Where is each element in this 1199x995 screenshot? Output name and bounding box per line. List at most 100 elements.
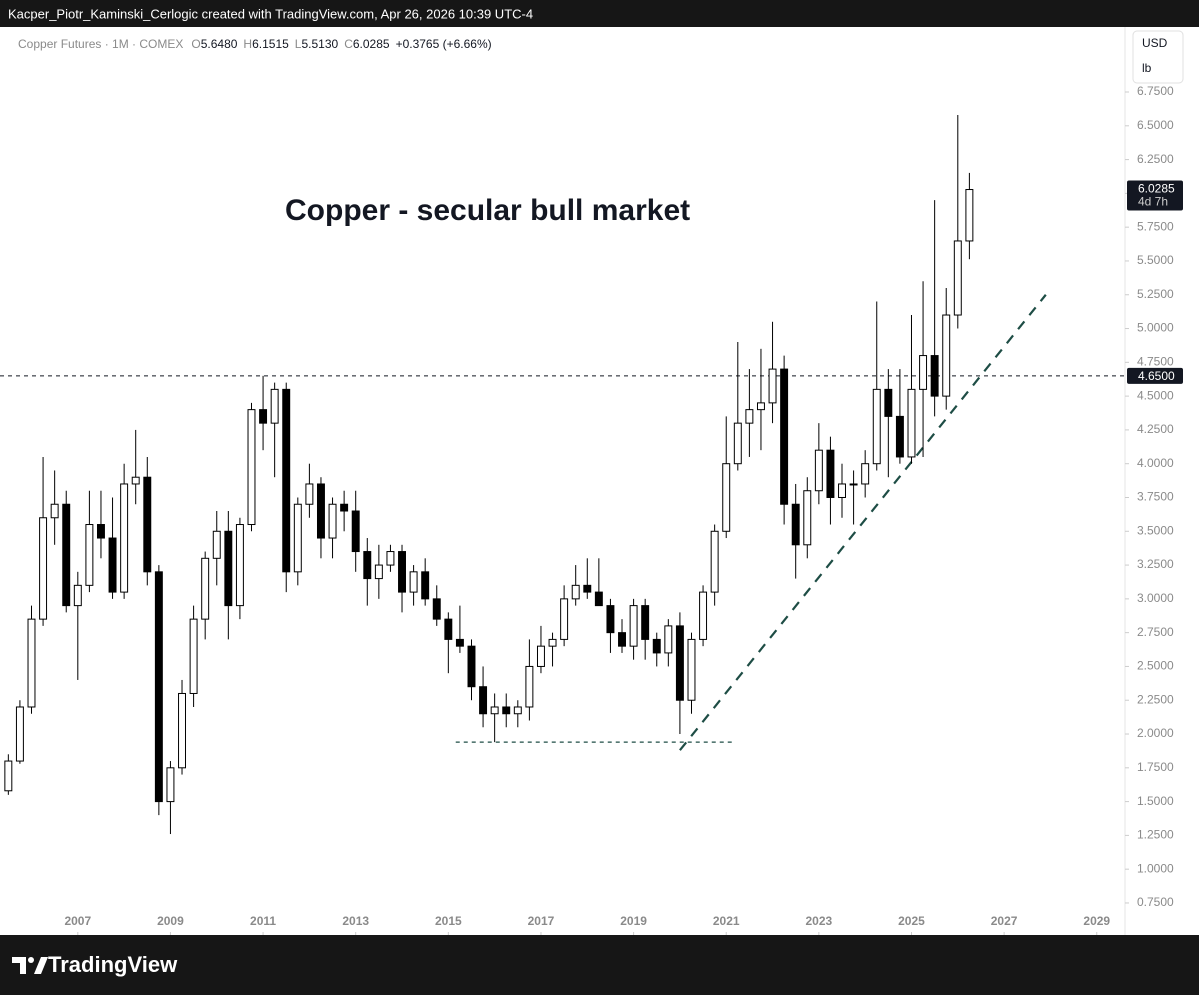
candle-body: [675, 625, 684, 701]
change: +0.3765 (+6.66%): [396, 37, 492, 51]
x-tick-label: 2019: [620, 914, 647, 928]
x-tick-label: 2021: [713, 914, 740, 928]
candle-body: [838, 483, 846, 498]
candle-body: [780, 368, 789, 505]
currency-box[interactable]: [1132, 30, 1184, 84]
candle-body: [85, 524, 94, 586]
y-tick-label: 1.5000: [1137, 794, 1174, 808]
candle-body: [745, 409, 754, 424]
currency[interactable]: USD: [1142, 36, 1168, 50]
y-tick-label: 2.2500: [1137, 692, 1174, 706]
candle-body: [467, 645, 476, 688]
candle-body: [143, 476, 152, 573]
price-line-label: 4.6500: [1138, 369, 1175, 383]
y-tick-label: 6.2500: [1137, 152, 1174, 166]
y-tick-label: 3.0000: [1137, 591, 1174, 605]
candle-body: [895, 415, 904, 458]
y-tick-label: 4.0000: [1137, 456, 1174, 470]
candle-body: [536, 645, 545, 667]
candle-body: [50, 503, 59, 519]
y-tick-label: 5.5000: [1137, 253, 1174, 267]
candle-body: [316, 483, 325, 539]
candle-body: [699, 591, 708, 640]
candle-body: [479, 686, 488, 715]
y-tick-label: 5.7500: [1137, 219, 1174, 233]
y-tick-label: 6.7500: [1137, 84, 1174, 98]
x-tick-label: 2007: [64, 914, 91, 928]
candle-body: [15, 706, 24, 762]
y-tick-label: 4.2500: [1137, 422, 1174, 436]
y-tick-label: 1.2500: [1137, 828, 1174, 842]
last-price-tag: [1127, 180, 1183, 211]
x-tick-label: 2025: [898, 914, 925, 928]
y-tick-label: 3.2500: [1137, 557, 1174, 571]
candle-body: [432, 598, 441, 620]
candle-body: [861, 463, 870, 485]
candle-body: [652, 638, 661, 654]
candle-body: [768, 368, 777, 404]
candle-body: [502, 706, 511, 715]
ohlc-value: 6.1515: [252, 37, 289, 51]
candle-body: [201, 557, 210, 620]
x-tick-label: 2027: [991, 914, 1018, 928]
candle-body: [328, 503, 337, 539]
candle-body: [120, 483, 129, 593]
candle-body: [942, 314, 951, 397]
candle-body: [756, 402, 765, 411]
candle-body: [270, 388, 279, 424]
candle-body: [641, 605, 650, 640]
candle-body: [189, 618, 198, 694]
unit[interactable]: lb: [1142, 61, 1152, 75]
ohlc-label: O: [191, 37, 200, 51]
legend: Copper Futures · 1M · COMEX O5.6480 H6.151…: [18, 37, 492, 51]
candle-body: [930, 355, 939, 397]
y-tick-label: 5.2500: [1137, 287, 1174, 301]
ohlc-label: C: [344, 37, 353, 51]
y-tick-label: 2.0000: [1137, 726, 1174, 740]
annotation: Copper - secular bull market: [285, 194, 690, 227]
candle-body: [398, 551, 406, 593]
countdown: 4d 7h: [1138, 195, 1168, 209]
x-tick-label: 2017: [528, 914, 555, 928]
y-tick-label: 3.7500: [1137, 490, 1174, 504]
y-tick-label: 4.7500: [1137, 355, 1174, 369]
y-tick-label: 5.0000: [1137, 321, 1174, 335]
candle-body: [4, 760, 13, 792]
candle-body: [154, 571, 163, 803]
candle-body: [872, 388, 881, 465]
candle-body: [73, 584, 82, 607]
y-tick-label: 3.5000: [1137, 523, 1174, 537]
candle-body: [618, 632, 626, 647]
candle-body: [212, 530, 221, 559]
candle-body: [39, 517, 48, 620]
candle-body: [305, 483, 314, 505]
candle-body: [62, 503, 71, 607]
candle-body: [814, 449, 823, 492]
y-tick-label: 1.0000: [1137, 861, 1174, 875]
ohlc-value: 5.6480: [201, 37, 238, 51]
candle-body: [351, 510, 360, 553]
candle-body: [791, 503, 800, 546]
y-tick-label: 0.7500: [1137, 895, 1174, 909]
candle-body: [108, 537, 117, 593]
candle-body: [386, 551, 395, 566]
candle-body: [444, 618, 453, 640]
candle-body: [293, 503, 302, 573]
candle-body: [247, 409, 256, 526]
top-bar-text: Kacper_Piotr_Kaminski_Cerlogic created w…: [8, 6, 533, 21]
candle-body: [722, 463, 731, 532]
candle-body: [455, 638, 464, 647]
candle-body: [664, 625, 673, 654]
x-tick-label: 2009: [157, 914, 184, 928]
ohlc-value: 5.5130: [301, 37, 338, 51]
candle-body: [826, 449, 835, 498]
candle-body: [96, 524, 105, 539]
candle-body: [282, 388, 291, 573]
candle-body: [490, 706, 499, 715]
last-price-label: 6.0285: [1138, 182, 1175, 196]
candle-body: [259, 409, 268, 424]
candle-body: [710, 530, 719, 593]
footer-logo-text: TradingView: [48, 952, 178, 977]
